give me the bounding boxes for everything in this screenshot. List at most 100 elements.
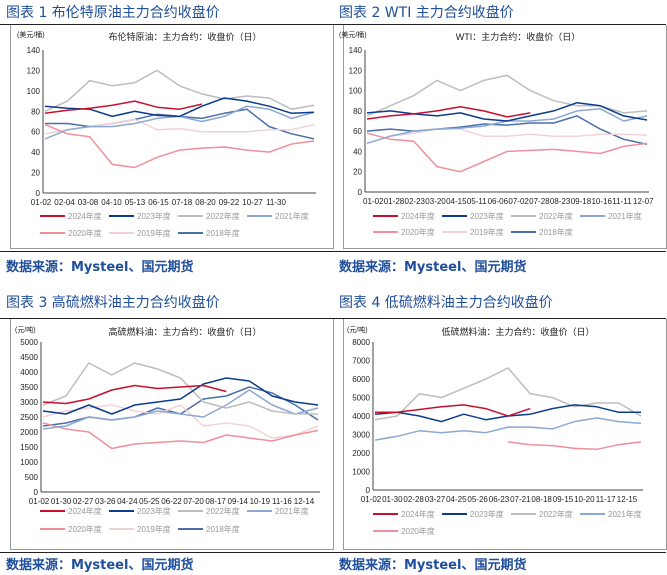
x-tick-label: 01-02	[31, 198, 52, 207]
series-line-2019	[42, 404, 319, 439]
x-tick-label: 04-24	[117, 497, 138, 506]
chart-frame	[10, 25, 334, 249]
y-tick-label: 2000	[352, 449, 370, 458]
y-tick-label: 6000	[352, 375, 370, 384]
y-axis-unit: (美元/桶)	[339, 30, 367, 39]
x-tick-label: 08-20	[195, 198, 216, 207]
legend-label: 2024年度	[401, 211, 435, 221]
x-tick-label: 11-17	[596, 495, 616, 504]
series-line-2019	[366, 128, 648, 145]
x-tick-label: 01-02	[361, 495, 382, 504]
x-tick-label: 10-20	[574, 495, 595, 504]
series-line-2018	[366, 115, 648, 146]
legend-label: 2022年度	[206, 506, 240, 516]
x-tick-label: 06-23	[489, 495, 510, 504]
chart-title: WTI：主力合约：收盘价（日）	[456, 31, 581, 42]
y-tick-label: 40	[353, 147, 362, 156]
series-line-2024	[44, 100, 203, 115]
x-tick-label: 08-17	[205, 497, 226, 506]
divider	[333, 552, 666, 553]
y-tick-label: 80	[353, 107, 362, 116]
x-tick-label: 09-18	[571, 197, 592, 206]
y-tick-label: 3000	[20, 398, 38, 407]
divider	[333, 318, 666, 319]
series-line-2020	[507, 441, 642, 451]
source-note: 数据来源：Mysteel、国元期货	[339, 260, 527, 275]
line-chart: (美元/桶) WTI：主力合约：收盘价（日） 0 20 40 60 80 100 120 140 0…	[339, 30, 654, 237]
legend-label: 2019年度	[137, 524, 171, 534]
y-tick-label: 3500	[20, 383, 38, 392]
y-tick-label: 140	[349, 46, 363, 55]
source-note: 数据来源：Mysteel、国元期货	[339, 558, 527, 573]
x-tick-label: 08-23	[550, 197, 571, 206]
y-tick-label: 4500	[20, 353, 38, 362]
figure-label: 图表 1 布伦特原油主力合约收盘价	[6, 5, 220, 21]
x-tick-label: 06-15	[148, 198, 169, 207]
x-tick-label: 07-02	[508, 197, 529, 206]
legend-label: 2018年度	[206, 228, 240, 238]
x-tick-label: 10-27	[242, 198, 263, 207]
legend-label: 2022年度	[206, 211, 240, 221]
y-tick-label: 0	[358, 188, 363, 197]
x-tick-label: 09-15	[553, 495, 574, 504]
y-tick-label: 5000	[20, 338, 38, 347]
series-line-2020	[42, 422, 319, 450]
x-tick-label: 11-16	[272, 497, 292, 506]
x-tick-label: 10-19	[250, 497, 271, 506]
x-tick-label: 01-02	[29, 497, 50, 506]
y-tick-label: 1000	[352, 468, 370, 477]
y-tick-label: 80	[31, 107, 40, 116]
x-tick-label: 06-06	[488, 197, 509, 206]
series-line-2022	[42, 362, 318, 415]
y-tick-label: 120	[27, 66, 41, 75]
y-tick-label: 120	[349, 66, 363, 75]
y-tick-label: 500	[25, 473, 39, 482]
x-tick-label: 05-25	[139, 497, 160, 506]
y-tick-label: 8000	[352, 338, 370, 347]
series-line-2022	[374, 367, 642, 421]
legend-label: 2018年度	[206, 524, 240, 534]
legend-label: 2022年度	[539, 509, 573, 519]
y-tick-label: 5000	[352, 394, 370, 403]
series-line-2021	[374, 417, 642, 441]
x-tick-label: 07-20	[183, 497, 204, 506]
y-tick-label: 60	[353, 127, 362, 136]
x-tick-label: 08-18	[531, 495, 552, 504]
x-tick-label: 07-21	[510, 495, 531, 504]
line-chart: (元/吨) 低硫燃料油：主力合约：收盘价（日） 0 1000 2000 3000 4000 5…	[347, 325, 643, 536]
y-tick-label: 40	[31, 148, 40, 157]
chart-title: 布伦特原油：主力合约：收盘价（日）	[108, 31, 261, 42]
legend-label: 2018年度	[539, 227, 573, 237]
series-line-2022	[44, 69, 315, 112]
divider	[333, 251, 666, 252]
y-tick-label: 4000	[20, 368, 38, 377]
chart-title: 低硫燃料油：主力合约：收盘价（日）	[441, 326, 594, 337]
y-tick-label: 100	[27, 87, 41, 96]
figure-label: 图表 2 WTI 主力合约收盘价	[339, 5, 514, 21]
series-line-2021	[44, 105, 315, 140]
legend-label: 2024年度	[401, 509, 435, 519]
series-line-2023	[44, 97, 315, 118]
y-tick-label: 60	[31, 128, 40, 137]
y-tick-label: 0	[366, 486, 371, 495]
y-tick-label: 2500	[20, 413, 38, 422]
x-tick-label: 04-10	[101, 198, 122, 207]
x-tick-label: 01-30	[382, 495, 403, 504]
chart-panel-4: 图表 4 低硫燃料油主力合约收盘价 数据来源：Mysteel、国元期货 (元/吨) 低…	[333, 290, 667, 575]
series-line-2024	[366, 106, 531, 120]
legend-label: 2021年度	[608, 509, 642, 519]
x-tick-label: 05-13	[125, 198, 146, 207]
y-tick-label: 20	[31, 169, 40, 178]
x-tick-label: 02-28	[403, 495, 424, 504]
legend-label: 2024年度	[68, 506, 102, 516]
divider	[0, 24, 333, 25]
legend-label: 2023年度	[470, 509, 504, 519]
legend-label: 2019年度	[470, 227, 504, 237]
y-tick-label: 0	[36, 189, 41, 198]
series-line-2020	[366, 132, 648, 173]
y-tick-label: 140	[27, 46, 41, 55]
x-tick-label: 12-14	[294, 497, 315, 506]
y-tick-label: 2000	[20, 428, 38, 437]
chart-title: 高硫燃料油：主力合约：收盘价（日）	[108, 326, 261, 337]
y-tick-label: 20	[353, 168, 362, 177]
